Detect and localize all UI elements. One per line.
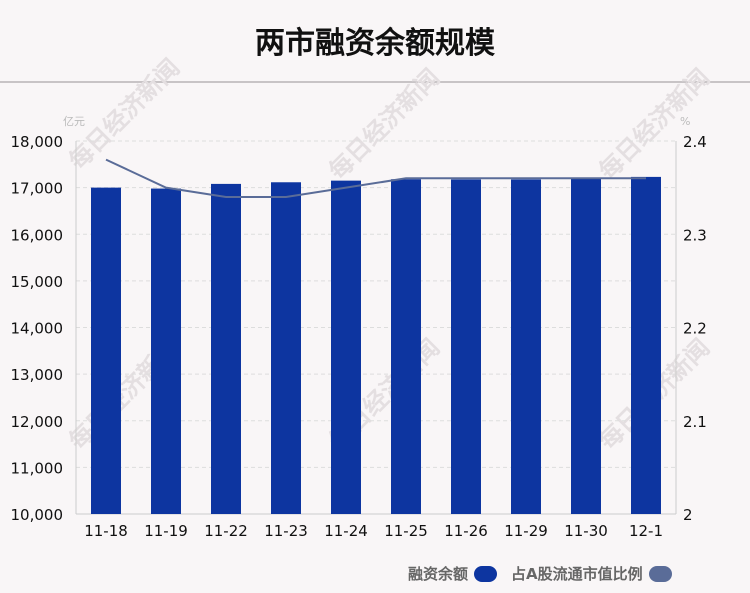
- divider: [0, 81, 750, 83]
- bar: [331, 180, 361, 514]
- bar: [391, 179, 421, 515]
- left-tick-label: 15,000: [11, 273, 64, 291]
- right-tick-label: 2.3: [683, 226, 707, 244]
- watermark: 每日经济新闻: [324, 64, 446, 186]
- x-tick-label: 11-18: [84, 522, 128, 540]
- bar: [151, 188, 181, 514]
- left-tick-label: 13,000: [11, 366, 64, 384]
- bar: [631, 176, 661, 514]
- left-tick-label: 12,000: [11, 413, 64, 431]
- x-tick-label: 11-22: [204, 522, 248, 540]
- x-tick-label: 11-30: [564, 522, 608, 540]
- left-tick-label: 17,000: [11, 180, 64, 198]
- x-tick-label: 11-26: [444, 522, 488, 540]
- bar: [91, 187, 121, 514]
- right-tick-label: 2.1: [683, 413, 707, 431]
- bar: [571, 178, 601, 514]
- chart-title: 两市融资余额规模: [255, 26, 495, 61]
- right-tick-label: 2.2: [683, 320, 707, 338]
- x-tick-label: 11-23: [264, 522, 308, 540]
- legend: 融资余额 占A股流通市值比例: [408, 563, 686, 584]
- left-tick-label: 14,000: [11, 320, 64, 338]
- left-tick-label: 18,000: [11, 133, 64, 151]
- ratio-line: [105, 158, 646, 198]
- x-tick-label: 11-19: [144, 522, 188, 540]
- left-tick-label: 10,000: [11, 506, 64, 524]
- left-tick-label: 16,000: [11, 226, 64, 244]
- bar: [451, 179, 481, 514]
- legend-bar-swatch: [474, 565, 498, 582]
- right-unit-label: %: [680, 115, 690, 128]
- x-tick-label: 11-29: [504, 522, 548, 540]
- legend-line-label: 占A股流通市值比例: [511, 565, 643, 583]
- watermark: 每日经济新闻: [594, 64, 716, 186]
- x-tick-label: 11-25: [384, 522, 428, 540]
- x-tick-label: 11-24: [324, 522, 368, 540]
- right-tick-label: 2: [683, 506, 693, 524]
- bar: [271, 182, 301, 514]
- legend-line-swatch: [648, 565, 672, 582]
- left-tick-label: 11,000: [11, 459, 64, 477]
- left-unit-label: 亿元: [63, 115, 85, 128]
- x-tick-label: 12-1: [629, 522, 663, 540]
- legend-bar-label: 融资余额: [408, 565, 469, 583]
- bar: [211, 183, 241, 514]
- right-tick-label: 2.4: [683, 133, 707, 151]
- bar: [511, 179, 541, 514]
